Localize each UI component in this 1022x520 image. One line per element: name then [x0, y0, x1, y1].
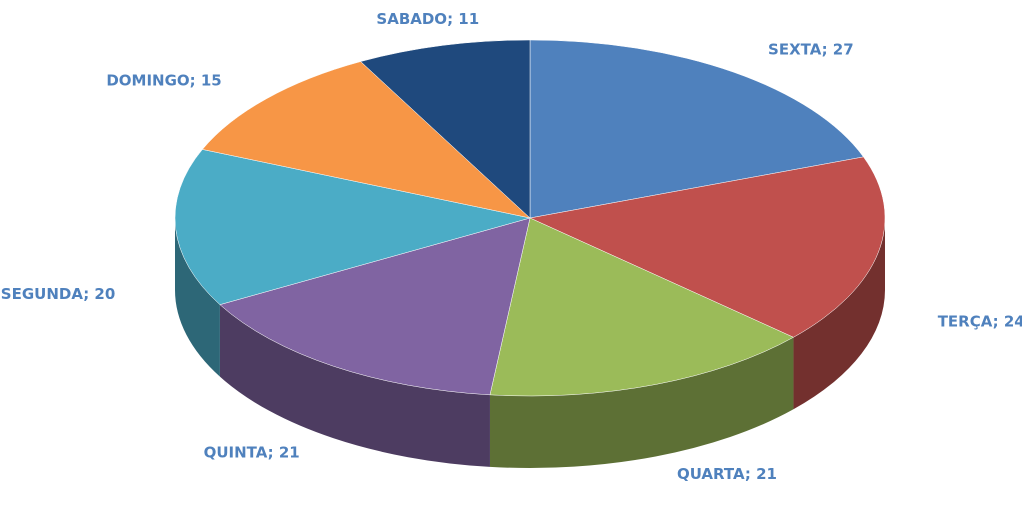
- data-label: SEGUNDA; 20: [1, 285, 116, 303]
- slice: [489, 217, 795, 397]
- data-label: SEXTA; 27: [768, 41, 854, 59]
- slice-side: [489, 337, 794, 468]
- data-label: QUINTA; 21: [204, 444, 300, 462]
- slice-side: [219, 304, 490, 467]
- slice: [174, 149, 531, 305]
- slice: [201, 61, 531, 219]
- data-label: DOMINGO; 15: [106, 71, 221, 89]
- data-label: SABADO; 11: [376, 10, 479, 28]
- slice: [360, 39, 531, 219]
- slice-side: [793, 218, 885, 410]
- data-label: TERÇA; 24: [938, 312, 1022, 330]
- slice: [529, 39, 864, 219]
- slice-side: [175, 218, 220, 377]
- slice: [219, 217, 531, 396]
- slice: [529, 156, 886, 338]
- data-label: QUARTA; 21: [677, 465, 777, 483]
